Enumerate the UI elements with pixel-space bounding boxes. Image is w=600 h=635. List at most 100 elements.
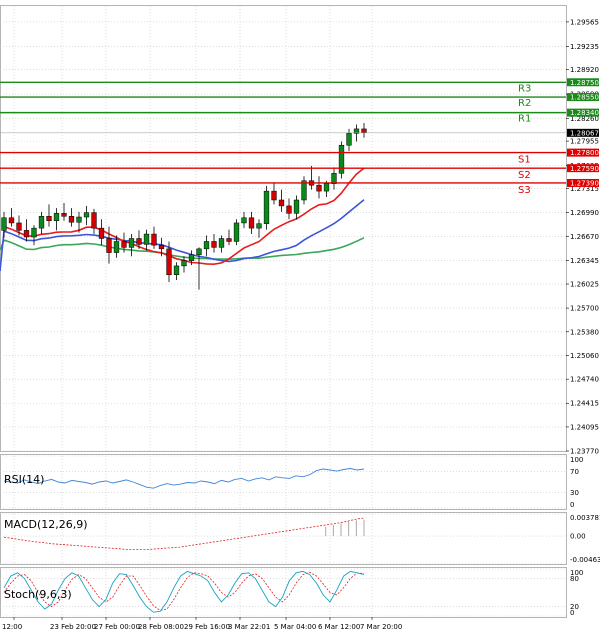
candle-bear: [23, 230, 30, 238]
level-price-value-r2: 1.28550: [570, 94, 599, 102]
macd-panel-frame: [0, 512, 567, 565]
candle-bear: [136, 238, 142, 245]
stoch-main-line: [3, 570, 365, 613]
rsi-panel: RSI(14) 100 70 30 0: [0, 454, 583, 510]
stoch-tick-label: 0: [570, 609, 574, 617]
candle-bull: [323, 183, 330, 192]
candle-bull: [301, 180, 307, 201]
candle-bull: [31, 227, 37, 238]
level-price-value-s3: 1.27390: [570, 180, 599, 188]
macd-signal-line: [3, 517, 365, 550]
level-price-value-r1: 1.28340: [570, 109, 599, 117]
rsi-grid: [0, 455, 566, 509]
stoch-panel-frame: [0, 567, 567, 618]
candle-bull: [188, 254, 195, 261]
stoch-tick-label: 20: [570, 603, 579, 611]
price-tick-label: 1.23770: [570, 448, 599, 456]
price-tick-label: 1.26990: [570, 209, 599, 217]
price-tick-label: 1.26345: [570, 257, 599, 265]
candle-bull: [173, 265, 180, 276]
candle-bear: [16, 222, 22, 231]
candle-bear: [46, 216, 52, 221]
candle-bear: [68, 216, 75, 223]
macd-axis: 0.003781 0.00 -0.004635: [570, 514, 600, 564]
level-price-tag-s1: [567, 148, 599, 157]
price-tick-label: 1.24415: [570, 400, 599, 408]
candle-bear: [248, 217, 255, 229]
level-price-tag-s3: [567, 178, 599, 187]
level-label-s3: S3: [518, 185, 531, 196]
candle-bear: [361, 128, 367, 133]
price-grid: [0, 6, 566, 452]
price-panel-frame: [0, 5, 567, 452]
candle-bear: [91, 212, 97, 229]
price-tick-label: 1.27315: [570, 185, 599, 193]
rsi-panel-frame: [0, 454, 567, 510]
candle-bull: [128, 238, 135, 248]
price-tick-label: 1.24740: [570, 376, 599, 384]
time-tick-label: 28 Feb 08:00: [138, 623, 184, 631]
rsi-label: RSI(14): [4, 473, 44, 486]
ma-mid-line: [0, 199, 365, 272]
time-tick-label: 7 Mar 20:00: [360, 623, 402, 631]
candle-bear: [158, 244, 165, 250]
candle-bear: [98, 227, 105, 239]
candle-bear: [166, 248, 172, 276]
candle-bull: [196, 248, 202, 256]
level-price-tag-r1: [567, 108, 599, 117]
rsi-tick-label: 0: [570, 501, 574, 509]
level-price-value-s1: 1.27800: [570, 149, 599, 157]
candle-bull: [83, 212, 90, 218]
macd-label: MACD(12,26,9): [4, 518, 88, 531]
macd-histogram: [325, 519, 365, 537]
candle-bull: [1, 217, 7, 231]
price-tick-label: 1.28260: [570, 115, 599, 123]
price-tick-label: 1.27955: [570, 138, 599, 146]
stoch-tick-label: 80: [570, 575, 579, 583]
level-price-tag-s2: [567, 164, 599, 173]
candle-bear: [151, 233, 157, 246]
time-tick-label: 5 Mar 04:00: [274, 623, 316, 631]
rsi-tick-label: 70: [570, 468, 579, 476]
candle-bull: [38, 216, 45, 229]
candle-bull: [256, 223, 262, 229]
candle-bear: [121, 241, 127, 248]
candle-bear: [271, 190, 277, 201]
level-label-r2: R2: [518, 98, 531, 109]
level-label-r3: R3: [518, 83, 531, 94]
macd-tick-label: 0.00: [570, 533, 586, 541]
candle-bull: [241, 217, 247, 224]
time-tick-label: 23 Feb 20:00: [50, 623, 96, 631]
candle-bull: [353, 128, 360, 134]
time-tick-label: 29 Feb 16:00: [184, 623, 230, 631]
rsi-axis: 100 70 30 0: [570, 456, 583, 509]
price-tick-label: 1.29565: [570, 18, 599, 26]
macd-grid: [0, 513, 566, 564]
price-tick-label: 1.29235: [570, 43, 599, 51]
price-tick-label: 1.25380: [570, 328, 599, 336]
macd-tick-label: 0.003781: [570, 514, 600, 522]
candle-bear: [226, 238, 232, 242]
price-tick-label: 1.26025: [570, 281, 599, 289]
stoch-signal-line: [3, 571, 365, 611]
stoch-grid: [0, 568, 566, 617]
rsi-tick-label: 100: [570, 456, 583, 464]
candle-bull: [338, 144, 345, 174]
current-price-tag: [567, 128, 599, 137]
candle-bull: [143, 233, 150, 245]
level-label-s1: S1: [518, 155, 531, 166]
current-price-value: 1.28067: [570, 129, 599, 137]
price-tick-label: 1.26670: [570, 233, 599, 241]
candle-bull: [76, 216, 82, 223]
time-tick-label: 3 Mar 22:01: [228, 623, 270, 631]
price-tick-label: 1.28920: [570, 66, 599, 74]
price-tick-label: 1.24095: [570, 423, 599, 431]
time-tick-label: 6 Mar 12:00: [318, 623, 360, 631]
stoch-label: Stoch(9,6,3): [4, 588, 72, 601]
candle-bear: [286, 205, 292, 214]
